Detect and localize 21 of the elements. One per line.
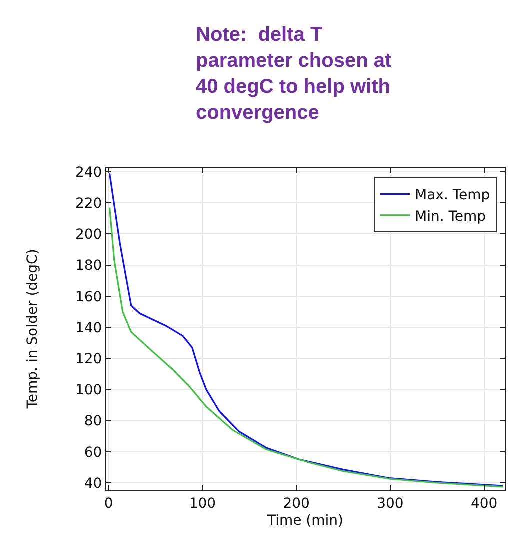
y-tick-label: 160 xyxy=(75,289,102,306)
x-axis-title: Time (min) xyxy=(266,513,344,530)
x-tick-label: 200 xyxy=(283,496,310,512)
x-tick-label: 400 xyxy=(470,496,498,512)
y-tick-label: 200 xyxy=(75,227,102,244)
y-tick-label: 220 xyxy=(75,196,102,212)
y-tick-label: 240 xyxy=(75,164,102,181)
text: Note: delta T parameter chosen at 40 degC to help with convergence xyxy=(196,24,392,124)
y-tick-label: 140 xyxy=(75,320,102,336)
y-tick-label: 60 xyxy=(84,444,102,461)
y-tick-label: 40 xyxy=(84,476,102,492)
y-tick-label: 80 xyxy=(84,414,102,430)
y-tick-label: 180 xyxy=(75,258,102,274)
x-tick-label: 0 xyxy=(104,496,114,512)
legend-label: Max. Temp xyxy=(415,188,490,204)
legend-label: Min. Temp xyxy=(415,208,486,225)
x-tick-label: 300 xyxy=(377,496,404,512)
y-tick-label: 120 xyxy=(75,352,102,368)
y-axis-title: Temp. in Solder (degC) xyxy=(25,249,42,410)
x-tick-label: 100 xyxy=(189,496,216,512)
y-tick-label: 100 xyxy=(75,382,102,399)
